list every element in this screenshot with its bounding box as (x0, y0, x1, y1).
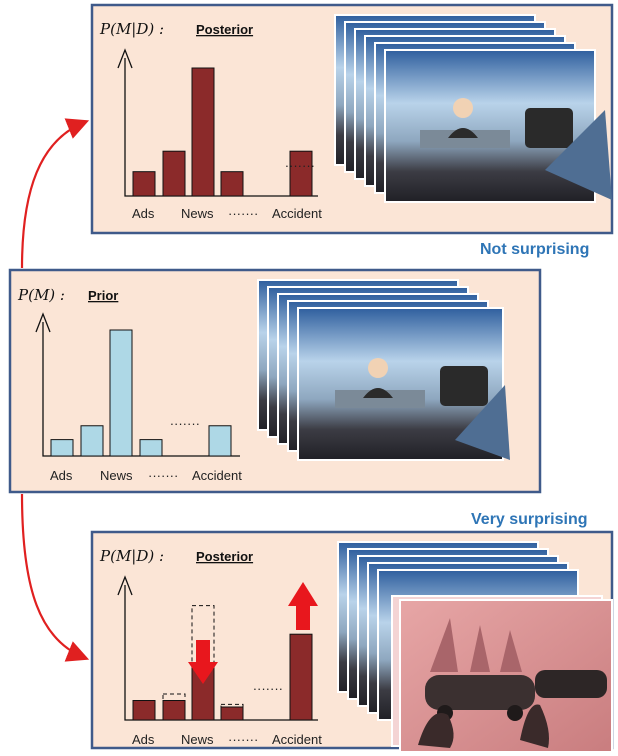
tick-gap: ······· (228, 206, 258, 221)
prior-label: Prior (88, 288, 118, 303)
posterior-panel-bottom: P(M|D) : Posterior ······· Ads News ····… (90, 530, 614, 753)
bar-news (191, 67, 215, 197)
bar-2 (80, 425, 104, 457)
tick-gap: ······· (148, 468, 178, 483)
increase-arrow-icon (288, 582, 318, 630)
posterior-label: Posterior (196, 22, 253, 37)
bar-ads (132, 171, 156, 197)
tick-accident: Accident (272, 732, 322, 747)
bar-news (109, 329, 133, 457)
posterior-formula: P(M|D) : (99, 547, 164, 565)
tick-news: News (181, 206, 214, 221)
posterior-chart-bottom: ······· Ads News ······· Accident (117, 575, 322, 747)
tick-accident: Accident (192, 468, 242, 483)
decrease-arrow-icon (188, 640, 218, 684)
bar-ads (132, 700, 156, 721)
news-frame-stack-top (334, 14, 612, 203)
tick-news: News (181, 732, 214, 747)
tick-ads: Ads (132, 206, 155, 221)
ellipsis-label: ······· (253, 681, 283, 696)
bar-4 (220, 706, 244, 721)
news-frame-stack-middle (257, 279, 510, 461)
update-arrow-down (20, 493, 90, 662)
prior-formula: P(M) : (17, 286, 65, 304)
prior-panel: P(M) : Prior ······· Ads News ······· Ac… (8, 268, 588, 528)
ellipsis-label: ······· (285, 158, 315, 173)
tick-ads: Ads (132, 732, 155, 747)
bar-accident (208, 425, 232, 457)
ellipsis-label: ······· (170, 416, 200, 431)
bar-2 (162, 700, 186, 721)
status-not-surprising: Not surprising (480, 241, 589, 258)
prior-chart: ······· Ads News ······· Accident (35, 312, 242, 483)
bar-4 (220, 171, 244, 197)
bar-2 (162, 150, 186, 197)
tick-gap: ······· (228, 732, 258, 747)
update-arrow-up (20, 118, 90, 269)
posterior-label: Posterior (196, 549, 253, 564)
posterior-chart-top: ······· Ads News ······· Accident (117, 48, 322, 221)
posterior-formula: P(M|D) : (99, 20, 164, 38)
status-very-surprising: Very surprising (471, 511, 588, 528)
tick-ads: Ads (50, 468, 73, 483)
posterior-panel-top: P(M|D) : Posterior ······· Ads News ····… (90, 3, 614, 258)
bar-4 (139, 439, 163, 457)
bar-ads (50, 439, 74, 457)
tick-news: News (100, 468, 133, 483)
tick-accident: Accident (272, 206, 322, 221)
bar-accident (289, 150, 313, 197)
bar-accident (289, 633, 313, 721)
accident-frame (391, 595, 613, 753)
